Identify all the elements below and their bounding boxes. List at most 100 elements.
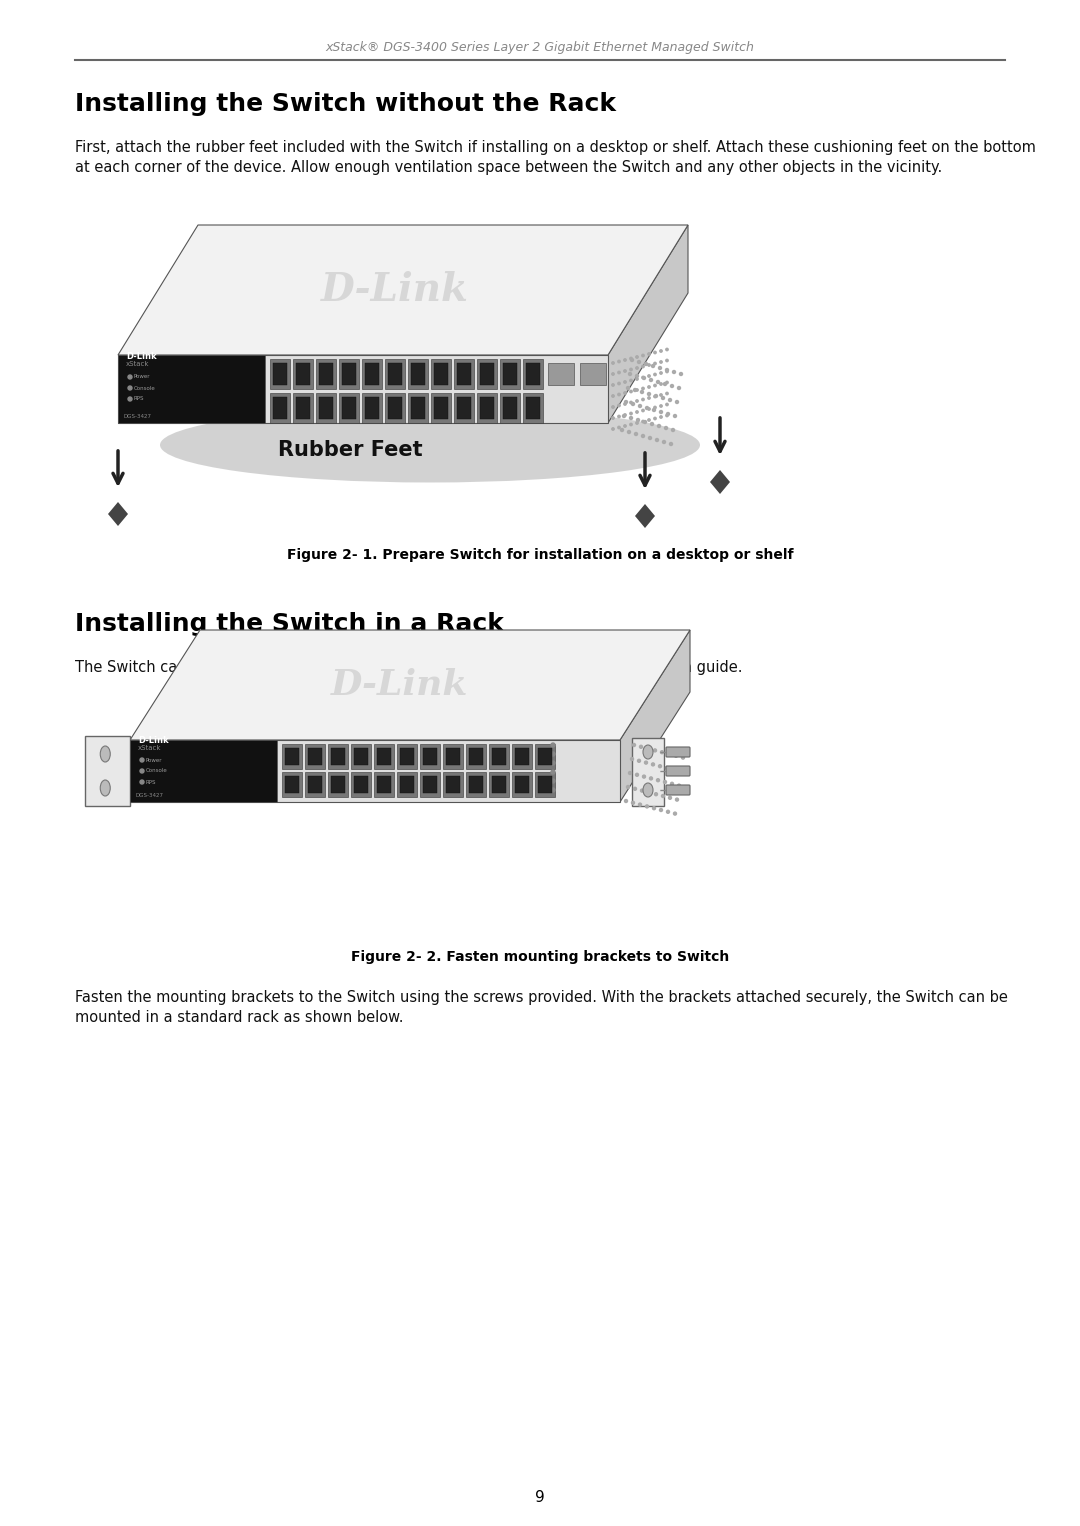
Circle shape	[624, 403, 626, 406]
Ellipse shape	[643, 745, 653, 758]
FancyBboxPatch shape	[431, 359, 451, 389]
Circle shape	[645, 761, 648, 765]
Circle shape	[611, 406, 615, 407]
Circle shape	[665, 382, 669, 383]
Circle shape	[638, 404, 642, 407]
Circle shape	[671, 783, 674, 786]
Text: Figure 2- 2. Fasten mounting brackets to Switch: Figure 2- 2. Fasten mounting brackets to…	[351, 951, 729, 964]
FancyBboxPatch shape	[489, 772, 509, 797]
FancyBboxPatch shape	[365, 363, 379, 385]
Circle shape	[648, 392, 650, 395]
FancyBboxPatch shape	[328, 772, 348, 797]
FancyBboxPatch shape	[293, 394, 313, 423]
Circle shape	[653, 385, 657, 386]
FancyBboxPatch shape	[465, 745, 486, 769]
Circle shape	[626, 386, 630, 389]
FancyBboxPatch shape	[523, 394, 543, 423]
FancyBboxPatch shape	[377, 777, 391, 794]
Circle shape	[621, 429, 623, 432]
Polygon shape	[620, 630, 690, 803]
FancyBboxPatch shape	[339, 394, 359, 423]
FancyBboxPatch shape	[446, 777, 460, 794]
Circle shape	[630, 391, 632, 392]
FancyBboxPatch shape	[374, 772, 394, 797]
FancyBboxPatch shape	[666, 784, 690, 795]
Circle shape	[630, 423, 632, 426]
Circle shape	[635, 374, 638, 377]
FancyBboxPatch shape	[492, 748, 507, 765]
Circle shape	[660, 404, 662, 407]
FancyBboxPatch shape	[388, 397, 402, 420]
FancyBboxPatch shape	[500, 359, 519, 389]
FancyBboxPatch shape	[500, 394, 519, 423]
Circle shape	[669, 797, 672, 800]
Circle shape	[665, 403, 669, 406]
Circle shape	[653, 374, 657, 375]
Circle shape	[661, 795, 664, 798]
Circle shape	[664, 426, 667, 429]
Circle shape	[660, 809, 662, 812]
FancyBboxPatch shape	[270, 359, 291, 389]
Text: Fasten the mounting brackets to the Switch using the screws provided. With the b: Fasten the mounting brackets to the Swit…	[75, 990, 1008, 1006]
Ellipse shape	[100, 780, 110, 797]
FancyBboxPatch shape	[397, 745, 417, 769]
Circle shape	[630, 401, 632, 404]
Text: Power: Power	[146, 757, 162, 763]
Circle shape	[551, 778, 555, 783]
Circle shape	[648, 436, 651, 439]
Circle shape	[642, 420, 644, 423]
Circle shape	[630, 417, 633, 420]
Circle shape	[660, 360, 662, 363]
Circle shape	[649, 378, 652, 382]
FancyBboxPatch shape	[328, 745, 348, 769]
Text: Installing the Switch in a Rack: Installing the Switch in a Rack	[75, 612, 504, 636]
Circle shape	[630, 368, 632, 371]
Circle shape	[632, 403, 635, 406]
FancyBboxPatch shape	[526, 397, 540, 420]
FancyBboxPatch shape	[666, 766, 690, 777]
Text: D-Link: D-Link	[330, 668, 469, 702]
FancyBboxPatch shape	[319, 363, 333, 385]
FancyBboxPatch shape	[316, 359, 336, 389]
Circle shape	[646, 804, 648, 807]
Circle shape	[675, 754, 677, 757]
FancyBboxPatch shape	[85, 736, 130, 806]
Text: D-Link: D-Link	[126, 353, 157, 362]
Text: DGS-3427: DGS-3427	[136, 794, 164, 798]
Circle shape	[661, 397, 664, 400]
FancyBboxPatch shape	[423, 748, 437, 765]
FancyBboxPatch shape	[400, 748, 414, 765]
Circle shape	[636, 418, 639, 421]
FancyBboxPatch shape	[457, 363, 471, 385]
Polygon shape	[608, 224, 688, 423]
Circle shape	[129, 375, 132, 378]
Circle shape	[551, 787, 555, 792]
FancyBboxPatch shape	[477, 359, 497, 389]
FancyBboxPatch shape	[580, 363, 606, 385]
Circle shape	[648, 418, 650, 421]
Circle shape	[618, 415, 620, 418]
Circle shape	[659, 765, 661, 768]
Circle shape	[679, 372, 683, 375]
Circle shape	[551, 771, 555, 774]
Circle shape	[551, 761, 555, 765]
FancyBboxPatch shape	[512, 745, 532, 769]
FancyBboxPatch shape	[512, 772, 532, 797]
Circle shape	[624, 369, 626, 372]
Text: xStack: xStack	[138, 745, 162, 751]
Polygon shape	[118, 356, 608, 423]
Circle shape	[624, 400, 627, 403]
Circle shape	[665, 414, 669, 417]
FancyBboxPatch shape	[330, 777, 345, 794]
Polygon shape	[710, 470, 730, 494]
FancyBboxPatch shape	[308, 777, 322, 794]
Circle shape	[665, 371, 669, 372]
FancyBboxPatch shape	[443, 745, 463, 769]
Circle shape	[624, 800, 627, 803]
FancyBboxPatch shape	[515, 777, 529, 794]
Circle shape	[675, 798, 678, 801]
Circle shape	[673, 371, 675, 374]
Circle shape	[651, 365, 654, 368]
Circle shape	[631, 757, 634, 760]
Circle shape	[634, 787, 636, 790]
